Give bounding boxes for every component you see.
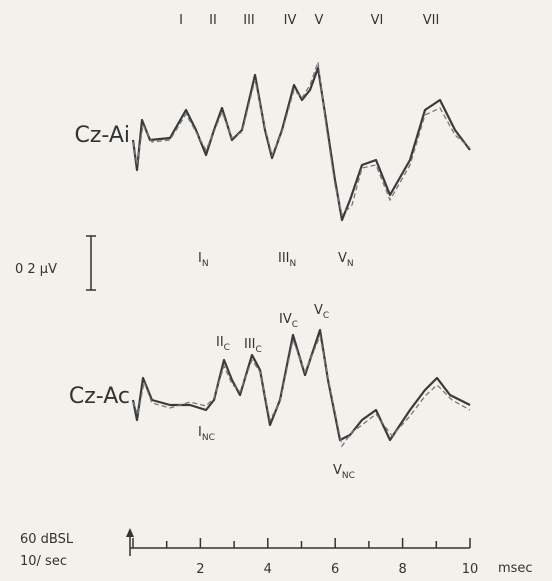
wave-label: IIIC (244, 337, 262, 355)
wave-name: I (198, 251, 202, 266)
wave-name: I (198, 425, 202, 440)
trace-label: Cz-Ai (74, 123, 130, 148)
peak-label: II (209, 13, 217, 28)
peak-label: III (243, 13, 255, 28)
wave-subscript: C (323, 311, 329, 321)
trace-label: Cz-Ac (69, 384, 130, 409)
stimulus-arrowhead (126, 528, 134, 537)
peak-label: IV (284, 13, 297, 28)
wave-label: VC (314, 303, 329, 321)
peak-label: V (315, 13, 324, 28)
wave-label: IN (198, 251, 209, 269)
peak-label: I (179, 13, 183, 28)
ipsi-trace (131, 66, 471, 222)
wave-subscript: N (202, 259, 209, 269)
stimulus-rate: 10/ sec (20, 554, 67, 569)
tick-label: 10 (462, 562, 479, 577)
axis-unit: msec (498, 561, 533, 576)
peak-label: VII (423, 13, 440, 28)
wave-name: III (244, 337, 256, 352)
wave-name: V (333, 463, 342, 478)
wave-subscript: N (290, 259, 297, 269)
tick-label: 8 (398, 562, 406, 577)
wave-subscript: NC (202, 433, 215, 443)
wave-label: IIIN (278, 251, 296, 269)
wave-name: II (216, 335, 224, 350)
wave-subscript: C (256, 345, 262, 355)
wave-subscript: C (292, 320, 298, 330)
wave-label: VN (338, 251, 354, 269)
tick-label: 6 (331, 562, 339, 577)
contra-trace-repeat (132, 333, 471, 448)
time-axis-ticks: 2 4 6 8 10 (132, 538, 479, 577)
stimulus-level: 60 dBSL (20, 532, 74, 547)
wave-name: V (338, 251, 347, 266)
tick-label: 4 (264, 562, 272, 577)
wave-subscript: N (347, 259, 354, 269)
peak-label: VI (371, 13, 384, 28)
wave-label: INC (198, 425, 215, 443)
wave-name: III (278, 251, 290, 266)
wave-label: VNC (333, 463, 355, 481)
peak-labels: I II III IV V VI VII (179, 13, 439, 28)
scale-label: 0 2 µV (15, 262, 57, 277)
wave-name: IV (279, 312, 292, 327)
wave-label: IVC (279, 312, 298, 330)
wave-subscript: C (224, 343, 230, 353)
wave-subscript: NC (342, 471, 355, 481)
wave-label: IIC (216, 335, 230, 353)
ipsi-labels: IN IIIN VN (198, 251, 354, 269)
wave-name: V (314, 303, 323, 318)
tick-label: 2 (196, 562, 204, 577)
